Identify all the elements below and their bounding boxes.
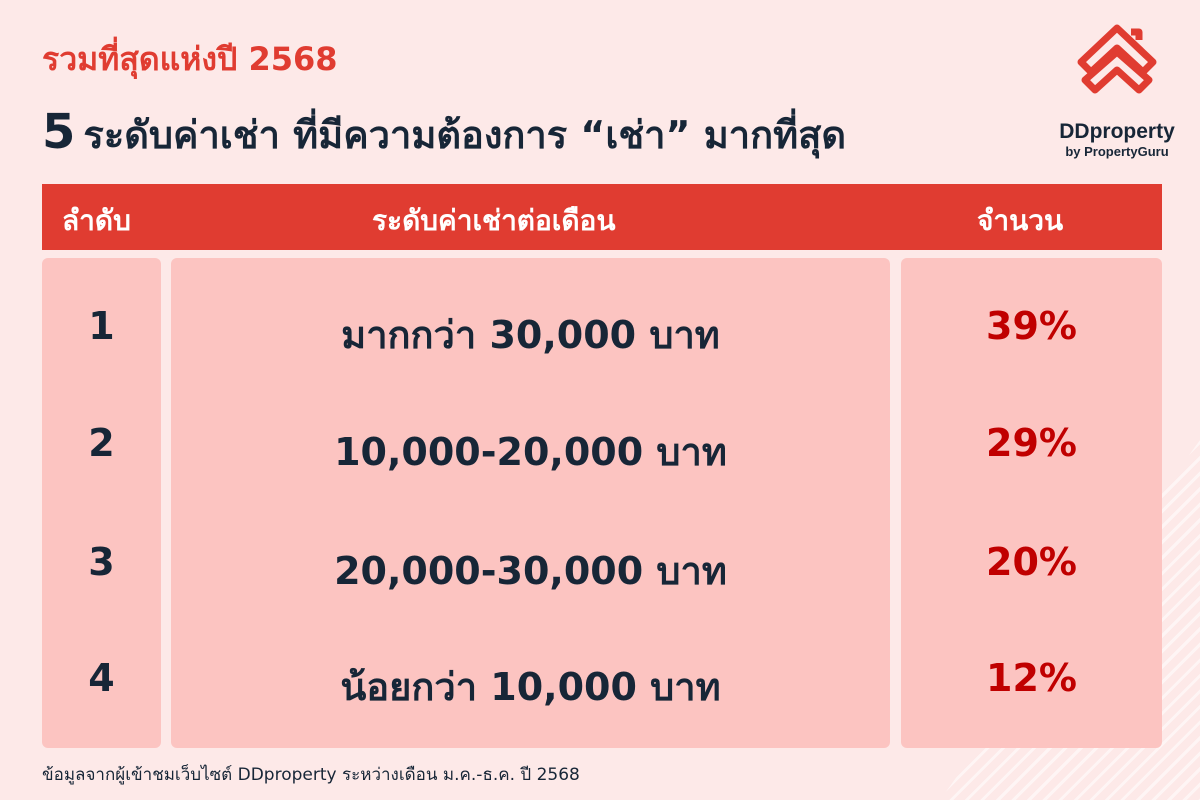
table-rank: 3 xyxy=(88,540,115,584)
table-rank: 4 xyxy=(88,656,115,700)
logo-tagline: by PropertyGuru xyxy=(1065,144,1169,159)
table-range: 10,000-20,000 บาท xyxy=(334,430,727,474)
header-range: ระดับค่าเช่าต่อเดือน xyxy=(372,204,616,237)
table-range: 20,000-30,000 บาท xyxy=(334,549,727,593)
table-range: น้อยกว่า 10,000 บาท xyxy=(340,665,721,709)
title-number: 5 xyxy=(42,104,76,160)
source-note: ข้อมูลจากผู้เข้าชมเว็บไซต์ DDproperty ระ… xyxy=(42,765,580,785)
share-column xyxy=(901,258,1162,748)
subtitle: รวมที่สุดแห่งปี 2568 xyxy=(42,40,338,78)
logo-brand: DDproperty xyxy=(1059,120,1175,143)
table-share: 39% xyxy=(986,304,1077,348)
header-rank: ลำดับ xyxy=(62,204,131,237)
house-logo-icon xyxy=(1077,24,1157,94)
table-share: 29% xyxy=(986,421,1077,465)
page-title: 5 ระดับค่าเช่า ที่มีความต้องการ “เช่า” มา… xyxy=(42,104,846,165)
range-column xyxy=(171,258,890,748)
title-text: ระดับค่าเช่า ที่มีความต้องการ “เช่า” มาก… xyxy=(83,113,847,157)
ddproperty-logo: DDproperty by PropertyGuru xyxy=(1052,22,1182,159)
table-header: ลำดับ ระดับค่าเช่าต่อเดือน จำนวน xyxy=(42,184,1162,250)
rank-column xyxy=(42,258,161,748)
header-share: จำนวน xyxy=(977,204,1064,237)
table-rank: 1 xyxy=(88,304,115,348)
table-rank: 2 xyxy=(88,421,115,465)
table-range: มากกว่า 30,000 บาท xyxy=(341,313,720,357)
table-share: 12% xyxy=(986,656,1077,700)
table-share: 20% xyxy=(986,540,1077,584)
